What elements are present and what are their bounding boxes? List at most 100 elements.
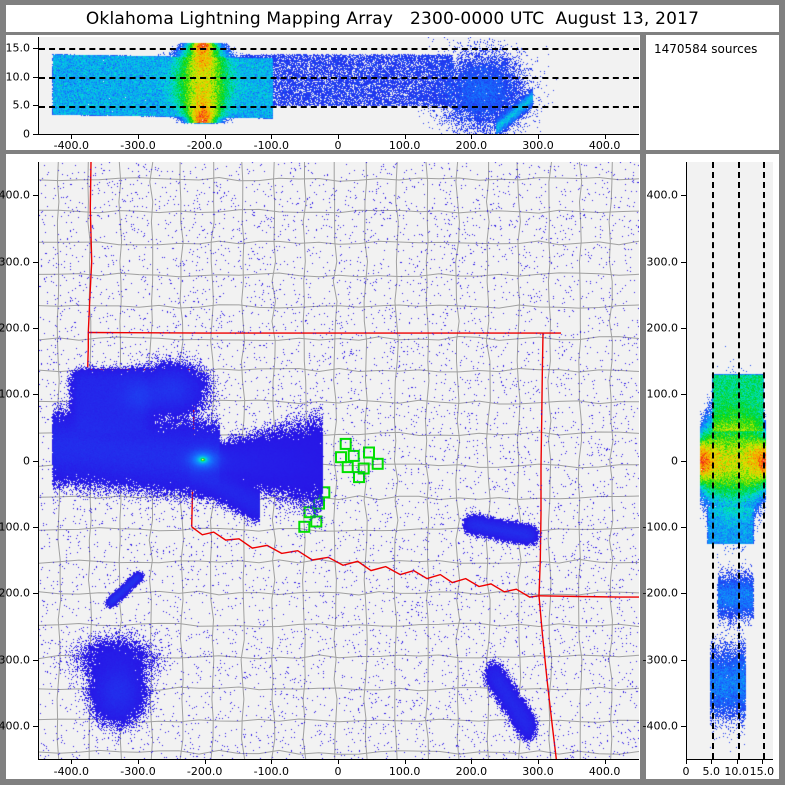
xtick-mark bbox=[404, 134, 406, 139]
xtick-label: 0 bbox=[334, 139, 342, 152]
xtick-mark bbox=[711, 759, 713, 764]
ytick-label: 400.0 bbox=[0, 188, 30, 202]
gridline-altitude-10 bbox=[737, 162, 740, 759]
xtick-label: -200.0 bbox=[186, 139, 223, 152]
plan-view-plot[interactable] bbox=[38, 162, 639, 760]
xtick-label: 200.0 bbox=[455, 139, 488, 152]
ytick-label: 0 bbox=[23, 127, 30, 141]
xtick-label: 300.0 bbox=[522, 139, 554, 152]
source-points-map bbox=[39, 162, 639, 759]
ytick-label: 5.0 bbox=[12, 98, 31, 112]
xtick-mark bbox=[338, 759, 339, 764]
xtick-mark bbox=[71, 134, 73, 139]
xtick-mark bbox=[604, 134, 606, 139]
ytick-label: 400.0 bbox=[646, 188, 679, 202]
xtick-mark bbox=[471, 134, 473, 139]
ytick-mark bbox=[33, 134, 38, 135]
ytick-label: 0 bbox=[671, 454, 678, 467]
ytick-label: -200.0 bbox=[0, 586, 30, 600]
ytick-label: 100.0 bbox=[646, 387, 679, 401]
xtick-label: -300.0 bbox=[120, 139, 156, 152]
gridline-altitude-15 bbox=[762, 162, 765, 759]
gridline-altitude-15 bbox=[39, 48, 639, 51]
altitude-vs-east-west-plot[interactable] bbox=[38, 37, 639, 135]
ytick-mark bbox=[33, 195, 38, 197]
ytick-label: 200.0 bbox=[646, 321, 679, 335]
xtick-mark bbox=[538, 134, 539, 139]
xtick-label: 10.0 bbox=[724, 765, 749, 778]
xtick-mark bbox=[271, 759, 273, 764]
source-points-top bbox=[39, 37, 639, 134]
altitude-vs-east-west-panel: -400.0 -300.0 -200.0 -100.0 0 100.0 200.0 300.0… bbox=[5, 35, 640, 152]
ytick-mark bbox=[33, 261, 38, 263]
gridline-altitude-5 bbox=[39, 105, 639, 108]
ytick-mark bbox=[33, 105, 38, 107]
xtick-mark bbox=[538, 759, 539, 764]
source-count-label: 1470584 sources bbox=[654, 42, 758, 56]
ytick-label: 0 bbox=[23, 454, 30, 467]
xtick-mark bbox=[338, 134, 339, 139]
ytick-mark bbox=[33, 327, 38, 329]
ytick-label: 200.0 bbox=[0, 321, 30, 335]
ytick-mark bbox=[681, 195, 686, 197]
ytick-label: 300.0 bbox=[646, 255, 679, 268]
xtick-mark bbox=[271, 134, 273, 139]
xtick-label: -100.0 bbox=[253, 139, 290, 152]
ytick-label: -400.0 bbox=[0, 719, 30, 733]
xtick-mark bbox=[204, 134, 206, 139]
ytick-mark bbox=[33, 593, 38, 595]
xtick-label: -400.0 bbox=[53, 139, 90, 152]
xtick-label: -300.0 bbox=[120, 765, 156, 778]
xtick-label: 200.0 bbox=[455, 765, 488, 778]
page-title-text: Oklahoma Lightning Mapping Array 2300-00… bbox=[85, 8, 700, 29]
gridline-altitude-10 bbox=[39, 76, 639, 79]
xtick-label: -200.0 bbox=[186, 765, 223, 778]
ytick-mark bbox=[681, 526, 686, 528]
xtick-mark bbox=[71, 759, 73, 764]
ytick-label: 10.0 bbox=[5, 70, 31, 84]
ytick-label: 300.0 bbox=[0, 255, 30, 268]
ytick-mark bbox=[33, 725, 38, 727]
xtick-mark bbox=[204, 759, 206, 764]
ytick-mark bbox=[681, 593, 686, 595]
ytick-label: -300.0 bbox=[0, 653, 30, 666]
altitude-vs-north-south-plot[interactable] bbox=[686, 162, 773, 760]
ytick-mark bbox=[33, 460, 38, 462]
xtick-label: 0 bbox=[682, 765, 690, 778]
ytick-mark bbox=[681, 725, 686, 727]
xtick-mark bbox=[471, 759, 473, 764]
ytick-label: -100.0 bbox=[642, 520, 678, 534]
xtick-label: 300.0 bbox=[522, 765, 554, 778]
xtick-mark bbox=[686, 759, 687, 764]
xtick-label: -100.0 bbox=[253, 765, 290, 778]
xtick-label: 100.0 bbox=[388, 139, 421, 152]
ytick-label: -200.0 bbox=[642, 586, 678, 600]
source-count-box: 1470584 sources bbox=[646, 35, 779, 150]
xtick-label: -400.0 bbox=[53, 765, 90, 778]
ytick-mark bbox=[33, 526, 38, 528]
ytick-mark bbox=[33, 394, 38, 396]
ytick-label: 15.0 bbox=[5, 41, 31, 55]
page-title: Oklahoma Lightning Mapping Array 2300-00… bbox=[6, 5, 779, 32]
xtick-mark bbox=[761, 759, 763, 764]
ytick-mark bbox=[33, 659, 38, 661]
ytick-mark bbox=[33, 76, 38, 78]
ytick-label: -100.0 bbox=[0, 520, 30, 534]
source-points-right bbox=[687, 162, 773, 759]
xtick-label: 400.0 bbox=[588, 765, 621, 778]
xtick-mark bbox=[404, 759, 406, 764]
xtick-label: 100.0 bbox=[388, 765, 421, 778]
gridline-altitude-5 bbox=[712, 162, 715, 759]
xtick-label: 5.0 bbox=[702, 765, 721, 778]
ytick-label: -300.0 bbox=[642, 653, 678, 666]
ytick-mark bbox=[33, 48, 38, 50]
xtick-label: 400.0 bbox=[588, 139, 621, 152]
ytick-mark bbox=[681, 460, 686, 462]
ytick-label: 100.0 bbox=[0, 387, 30, 401]
ytick-label: -400.0 bbox=[642, 719, 678, 733]
xtick-mark bbox=[736, 759, 738, 764]
ytick-mark bbox=[681, 261, 686, 263]
xtick-label: 15.0 bbox=[749, 765, 775, 778]
xtick-mark bbox=[604, 759, 606, 764]
